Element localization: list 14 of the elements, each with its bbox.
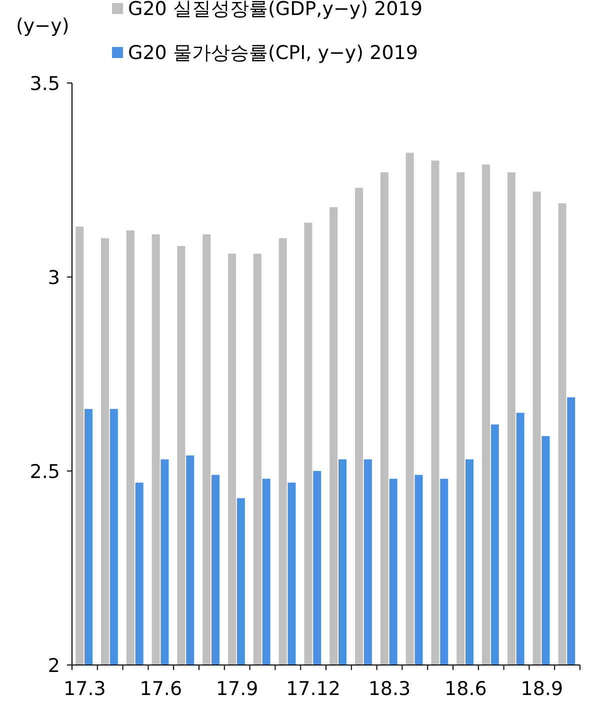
legend-label: G20 물가상승률(CPI, y−y) 2019	[128, 42, 418, 64]
x-tick-label: 17.9	[216, 678, 258, 700]
y-axis-title: (y−y)	[16, 15, 70, 37]
x-tick-label: 17.3	[64, 678, 106, 700]
y-tick-label: 2.5	[30, 461, 60, 483]
y-tick-label: 3.5	[30, 73, 60, 95]
y-tick-label: 2	[48, 655, 60, 677]
x-tick-label: 18.3	[368, 678, 411, 700]
legend-label: G20 실질성장률(GDP,y−y) 2019	[128, 0, 422, 20]
x-tick-label: 17.6	[140, 678, 182, 700]
y-tick-label: 3	[48, 267, 60, 289]
x-tick-label: 18.9	[520, 678, 564, 700]
x-tick-label: 17.12	[286, 678, 341, 700]
x-tick-label: 18.6	[444, 678, 487, 700]
